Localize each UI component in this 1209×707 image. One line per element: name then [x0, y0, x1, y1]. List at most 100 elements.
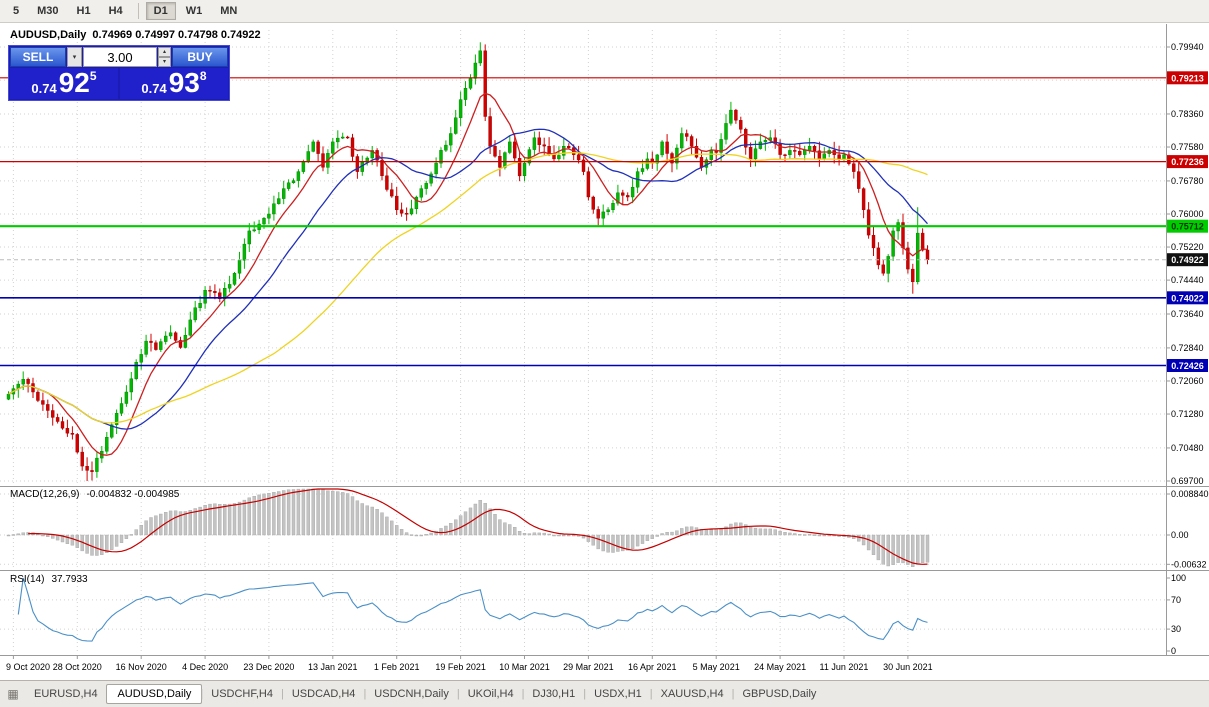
buy-price-pipette: 8 — [199, 69, 207, 83]
macd-name: MACD(12,26,9) — [10, 489, 80, 500]
candles-layer — [6, 42, 930, 481]
axis-labels: 0.79940 0.78360 0.77580 0.76780 0.76000 0.752… — [6, 42, 1209, 672]
chart-ohlc-values: 0.74969 0.74997 0.74798 0.74922 — [92, 29, 261, 41]
chart-window: 0.79940 0.78360 0.77580 0.76780 0.76000 0.752… — [0, 24, 1209, 680]
rsi-name: RSI(14) — [10, 574, 45, 585]
svg-text:-0.00632: -0.00632 — [1171, 559, 1207, 569]
tab-separator: | — [456, 688, 460, 700]
svg-text:24 May 2021: 24 May 2021 — [754, 662, 806, 672]
svg-text:0.00: 0.00 — [1171, 530, 1189, 540]
buy-button[interactable]: BUY — [172, 47, 228, 67]
svg-text:16 Apr 2021: 16 Apr 2021 — [628, 662, 677, 672]
svg-text:0.72060: 0.72060 — [1171, 376, 1204, 386]
svg-text:0.74022: 0.74022 — [1171, 293, 1204, 303]
svg-text:0.73640: 0.73640 — [1171, 309, 1204, 319]
svg-text:13 Jan 2021: 13 Jan 2021 — [308, 662, 358, 672]
tab-usdchf-h4[interactable]: USDCHF,H4 — [211, 688, 273, 700]
tab-separator: | — [363, 688, 367, 700]
tab-xauusd-h4[interactable]: XAUUSD,H4 — [660, 688, 724, 700]
svg-text:0.76780: 0.76780 — [1171, 176, 1204, 186]
ma-8-line — [8, 92, 928, 456]
svg-text:5 May 2021: 5 May 2021 — [693, 662, 740, 672]
rsi-line — [17, 577, 928, 642]
chart-canvas[interactable]: 0.79940 0.78360 0.77580 0.76780 0.76000 0.752… — [0, 24, 1209, 680]
price-tag-0.77236: 0.77236 — [1167, 155, 1208, 169]
chevron-down-icon[interactable]: ▾ — [158, 57, 171, 67]
svg-text:0.71280: 0.71280 — [1171, 409, 1204, 419]
volume-dropdown-button[interactable]: ▾ — [67, 47, 82, 67]
price-tag-0.74022: 0.74022 — [1167, 291, 1208, 305]
price-tag-0.74922: 0.74922 — [1167, 253, 1208, 267]
macd-histogram — [6, 488, 930, 567]
trade-controls-row: SELL ▾ ▴ ▾ BUY — [9, 46, 229, 68]
toolbar-separator — [137, 3, 139, 19]
trade-prices-row: 0.74 92 5 0.74 93 8 — [9, 68, 229, 100]
chart-header: AUDUSD,Daily 0.74969 0.74997 0.74798 0.74… — [10, 29, 267, 41]
tab-dj30-h1[interactable]: DJ30,H1 — [532, 688, 576, 700]
buy-price-prefix: 0.74 — [141, 81, 167, 96]
svg-text:9 Oct 2020: 9 Oct 2020 — [6, 662, 50, 672]
chevron-up-icon[interactable]: ▴ — [158, 47, 171, 57]
buy-price-display[interactable]: 0.74 93 8 — [120, 68, 228, 99]
volume-stepper[interactable]: ▴ ▾ — [158, 47, 171, 67]
svg-text:0.78360: 0.78360 — [1171, 109, 1204, 119]
one-click-trading-panel: SELL ▾ ▴ ▾ BUY 0.74 92 5 0.74 93 8 — [8, 45, 230, 101]
tab-usdcnh-daily[interactable]: USDCNH,Daily — [374, 688, 449, 700]
timeframe-button-5[interactable]: 5 — [5, 2, 27, 20]
svg-text:0.75712: 0.75712 — [1171, 222, 1204, 232]
timeframe-button-w1[interactable]: W1 — [178, 2, 211, 20]
svg-text:100: 100 — [1171, 573, 1186, 583]
tab-separator: | — [731, 688, 735, 700]
price-tag-0.75712: 0.75712 — [1167, 219, 1208, 233]
svg-text:0.76000: 0.76000 — [1171, 209, 1204, 219]
sell-price-display[interactable]: 0.74 92 5 — [10, 68, 118, 99]
timeframe-button-mn[interactable]: MN — [212, 2, 245, 20]
timeframe-button-m30[interactable]: M30 — [29, 2, 66, 20]
timeframe-button-d1[interactable]: D1 — [145, 2, 176, 20]
tab-separator: | — [583, 688, 587, 700]
svg-text:1 Feb 2021: 1 Feb 2021 — [374, 662, 420, 672]
svg-text:0.008840: 0.008840 — [1171, 489, 1209, 499]
tab-usdcad-h4[interactable]: USDCAD,H4 — [291, 688, 356, 700]
svg-text:0.79213: 0.79213 — [1171, 73, 1204, 83]
rsi-value: 37.7933 — [51, 574, 88, 585]
svg-text:23 Dec 2020: 23 Dec 2020 — [243, 662, 294, 672]
svg-text:16 Nov 2020: 16 Nov 2020 — [116, 662, 167, 672]
svg-text:11 Jun 2021: 11 Jun 2021 — [820, 662, 869, 672]
svg-text:0: 0 — [1171, 646, 1176, 656]
tab-separator: | — [200, 688, 204, 700]
chevron-down-icon: ▾ — [72, 54, 77, 61]
svg-text:28 Oct 2020: 28 Oct 2020 — [53, 662, 102, 672]
tab-audusd-daily[interactable]: AUDUSD,Daily — [106, 684, 203, 704]
svg-text:4 Dec 2020: 4 Dec 2020 — [182, 662, 228, 672]
tab-separator: | — [649, 688, 653, 700]
tab-usdx-h1[interactable]: USDX,H1 — [594, 688, 642, 700]
timeframe-button-h1[interactable]: H1 — [69, 2, 99, 20]
svg-text:10 Mar 2021: 10 Mar 2021 — [499, 662, 550, 672]
price-tag-0.79213: 0.79213 — [1167, 71, 1208, 85]
svg-text:0.70480: 0.70480 — [1171, 443, 1204, 453]
ma-20-line — [8, 128, 928, 430]
svg-text:0.69700: 0.69700 — [1171, 476, 1204, 486]
timeframe-button-h4[interactable]: H4 — [101, 2, 131, 20]
tab-separator: | — [281, 688, 284, 700]
svg-text:29 Mar 2021: 29 Mar 2021 — [563, 662, 614, 672]
svg-text:70: 70 — [1171, 595, 1181, 605]
axes-layer — [0, 24, 1209, 656]
macd-signal-line — [28, 488, 928, 565]
chart-tabs-bar: ▦EURUSD,H4|AUDUSD,Daily|USDCHF,H4|USDCAD… — [0, 680, 1209, 707]
tab-eurusd-h4[interactable]: EURUSD,H4 — [34, 688, 98, 700]
tab-gbpusd-daily[interactable]: GBPUSD,Daily — [742, 688, 817, 700]
svg-text:30: 30 — [1171, 624, 1181, 634]
tab-ukoil-h4[interactable]: UKOil,H4 — [467, 688, 514, 700]
sell-price-pipette: 5 — [89, 69, 97, 83]
svg-text:0.72840: 0.72840 — [1171, 343, 1204, 353]
sell-button[interactable]: SELL — [10, 47, 66, 67]
svg-text:0.75220: 0.75220 — [1171, 242, 1204, 252]
svg-text:0.72426: 0.72426 — [1171, 361, 1204, 371]
volume-input[interactable] — [83, 47, 157, 67]
svg-text:0.79940: 0.79940 — [1171, 42, 1204, 52]
svg-text:0.74922: 0.74922 — [1171, 255, 1204, 265]
svg-text:0.77580: 0.77580 — [1171, 142, 1204, 152]
grid-layer — [0, 30, 1167, 654]
